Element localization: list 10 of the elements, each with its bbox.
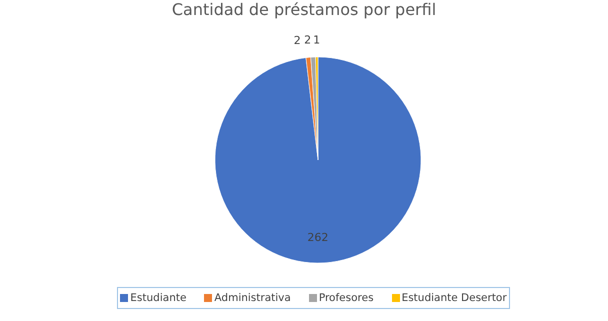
legend-label: Profesores: [318, 292, 374, 304]
legend-label: Administrativa: [214, 292, 291, 304]
data-label: 2: [294, 34, 301, 48]
legend-label: Estudiante Desertor: [402, 292, 507, 304]
legend-label: Estudiante: [130, 292, 186, 304]
chart-title: Cantidad de préstamos por perfil: [170, 0, 438, 19]
data-label: 2: [304, 34, 312, 47]
data-label: 262: [307, 230, 328, 244]
pie-slice: [214, 56, 422, 264]
data-label: 1: [313, 34, 320, 47]
